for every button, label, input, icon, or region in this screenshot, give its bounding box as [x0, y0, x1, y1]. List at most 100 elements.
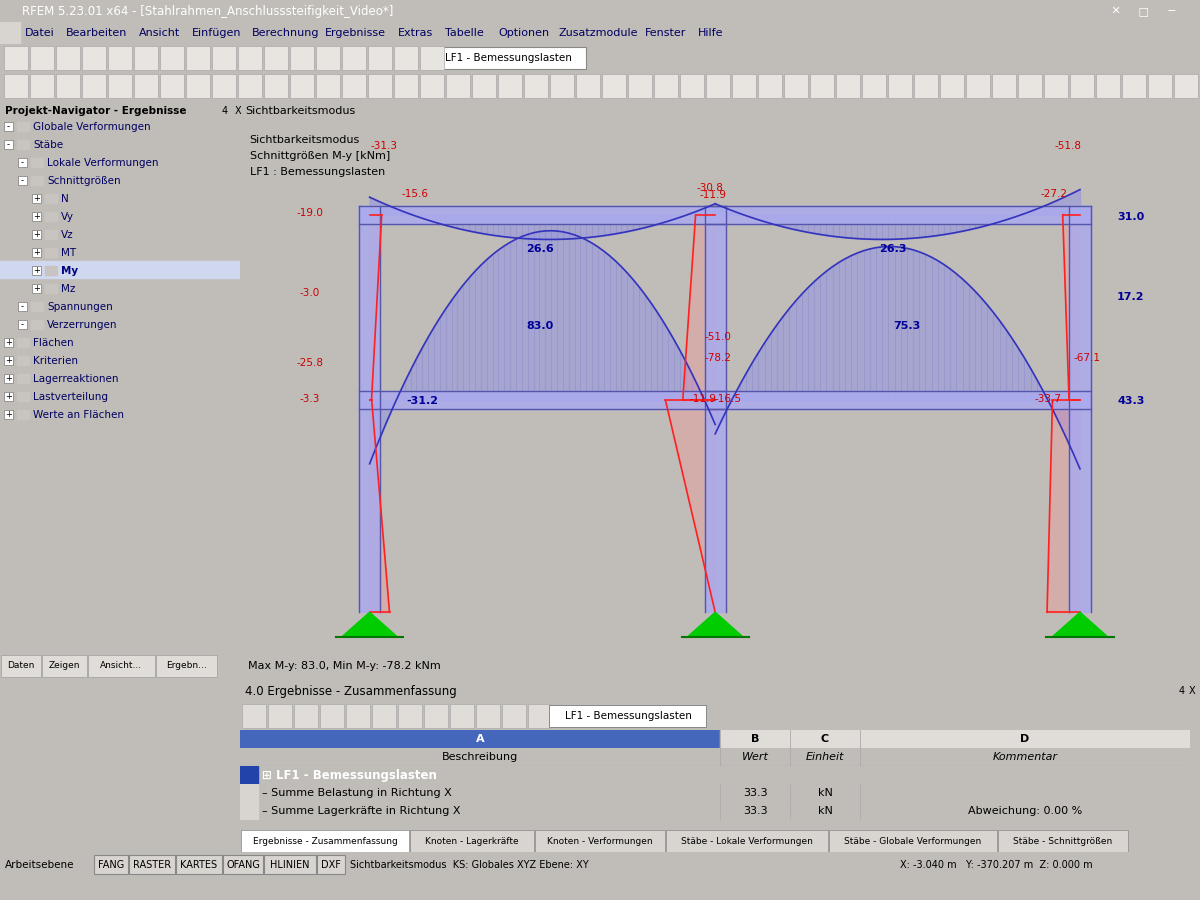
- Text: Verzerrungen: Verzerrungen: [47, 320, 118, 329]
- Text: Sichtbarkeitsmodus: Sichtbarkeitsmodus: [250, 135, 360, 145]
- Text: Einfügen: Einfügen: [192, 28, 241, 38]
- FancyBboxPatch shape: [4, 410, 13, 419]
- Bar: [720, 730, 790, 748]
- FancyBboxPatch shape: [346, 704, 370, 728]
- FancyBboxPatch shape: [430, 47, 586, 69]
- Text: Einheit: Einheit: [805, 752, 845, 762]
- FancyBboxPatch shape: [498, 74, 522, 98]
- Bar: [46, 212, 58, 221]
- FancyBboxPatch shape: [88, 655, 155, 677]
- Text: Sichtbarkeitsmodus  KS: Globales XYZ Ebene: XY: Sichtbarkeitsmodus KS: Globales XYZ Eben…: [350, 860, 589, 870]
- FancyBboxPatch shape: [502, 704, 526, 728]
- Text: Spannungen: Spannungen: [47, 302, 113, 311]
- Bar: [240, 802, 258, 820]
- FancyBboxPatch shape: [1, 655, 41, 677]
- Text: Vy: Vy: [61, 212, 74, 221]
- Text: Daten: Daten: [7, 662, 35, 670]
- Text: Schnittgrößen: Schnittgrößen: [47, 176, 121, 185]
- FancyBboxPatch shape: [4, 46, 28, 70]
- Text: Knoten - Verformungen: Knoten - Verformungen: [547, 836, 653, 845]
- FancyBboxPatch shape: [241, 830, 409, 852]
- Polygon shape: [1054, 612, 1106, 636]
- FancyBboxPatch shape: [472, 74, 496, 98]
- Text: +: +: [5, 356, 12, 365]
- FancyBboxPatch shape: [82, 46, 106, 70]
- Text: Lastverteilung: Lastverteilung: [34, 392, 108, 401]
- FancyBboxPatch shape: [186, 46, 210, 70]
- FancyBboxPatch shape: [829, 830, 997, 852]
- FancyBboxPatch shape: [56, 46, 80, 70]
- FancyBboxPatch shape: [888, 74, 912, 98]
- Polygon shape: [343, 612, 396, 636]
- FancyBboxPatch shape: [56, 74, 80, 98]
- Text: Ansicht: Ansicht: [138, 28, 180, 38]
- FancyBboxPatch shape: [1174, 74, 1198, 98]
- Text: X: X: [1189, 686, 1195, 696]
- FancyBboxPatch shape: [940, 74, 964, 98]
- FancyBboxPatch shape: [368, 74, 392, 98]
- FancyBboxPatch shape: [576, 74, 600, 98]
- Text: -: -: [7, 122, 10, 131]
- Text: Mz: Mz: [61, 284, 76, 293]
- Bar: [240, 730, 720, 748]
- FancyBboxPatch shape: [32, 266, 41, 275]
- Text: Beschreibung: Beschreibung: [442, 752, 518, 762]
- Text: -19.0: -19.0: [296, 208, 324, 218]
- Text: ⊞ LF1 - Bemessungslasten: ⊞ LF1 - Bemessungslasten: [262, 769, 437, 781]
- FancyBboxPatch shape: [212, 46, 236, 70]
- Text: -25.8: -25.8: [296, 358, 324, 368]
- FancyBboxPatch shape: [420, 74, 444, 98]
- Bar: [17, 140, 29, 149]
- Text: Arbeitsebene: Arbeitsebene: [5, 860, 74, 870]
- FancyBboxPatch shape: [32, 194, 41, 203]
- FancyBboxPatch shape: [30, 74, 54, 98]
- FancyBboxPatch shape: [666, 830, 828, 852]
- Text: -: -: [22, 320, 24, 329]
- Bar: [0, 22, 20, 44]
- Text: 33.3: 33.3: [743, 788, 767, 798]
- FancyBboxPatch shape: [82, 74, 106, 98]
- FancyBboxPatch shape: [238, 74, 262, 98]
- FancyBboxPatch shape: [4, 140, 13, 149]
- FancyBboxPatch shape: [424, 704, 448, 728]
- Text: -51.8: -51.8: [1054, 140, 1081, 151]
- Text: Ergebnisse: Ergebnisse: [325, 28, 386, 38]
- FancyBboxPatch shape: [410, 830, 534, 852]
- Text: +: +: [5, 410, 12, 419]
- Text: Lagerreaktionen: Lagerreaktionen: [34, 374, 119, 383]
- Text: Ergebnisse - Zusammenfassung: Ergebnisse - Zusammenfassung: [253, 836, 397, 845]
- Text: +: +: [5, 374, 12, 383]
- Text: Flächen: Flächen: [34, 338, 73, 347]
- FancyBboxPatch shape: [4, 392, 13, 401]
- FancyBboxPatch shape: [108, 46, 132, 70]
- Text: 4: 4: [1178, 686, 1186, 696]
- Text: X: X: [235, 106, 241, 116]
- Text: Sichtbarkeitsmodus: Sichtbarkeitsmodus: [245, 106, 355, 116]
- Text: Lokale Verformungen: Lokale Verformungen: [47, 158, 158, 167]
- Text: 26.6: 26.6: [526, 244, 553, 254]
- FancyBboxPatch shape: [134, 46, 158, 70]
- Text: -31.3: -31.3: [371, 140, 397, 151]
- Text: Werte an Flächen: Werte an Flächen: [34, 410, 124, 419]
- FancyBboxPatch shape: [264, 74, 288, 98]
- Text: – Summe Lagerkräfte in Richtung X: – Summe Lagerkräfte in Richtung X: [262, 806, 461, 816]
- FancyBboxPatch shape: [368, 46, 392, 70]
- Text: Extras: Extras: [398, 28, 433, 38]
- Bar: [17, 338, 29, 347]
- FancyBboxPatch shape: [1070, 74, 1094, 98]
- FancyBboxPatch shape: [32, 284, 41, 293]
- Text: KARTES: KARTES: [180, 860, 217, 870]
- Text: ✕: ✕: [1108, 6, 1124, 16]
- FancyBboxPatch shape: [394, 74, 418, 98]
- FancyBboxPatch shape: [966, 74, 990, 98]
- FancyBboxPatch shape: [268, 704, 292, 728]
- Text: MT: MT: [61, 248, 76, 257]
- Text: Kommentar: Kommentar: [992, 752, 1057, 762]
- Text: Max M-y: 83.0, Min M-y: -78.2 kNm: Max M-y: 83.0, Min M-y: -78.2 kNm: [248, 661, 440, 671]
- Text: Stäbe - Schnittgrößen: Stäbe - Schnittgrößen: [1013, 836, 1112, 845]
- Bar: [46, 248, 58, 257]
- FancyBboxPatch shape: [4, 74, 28, 98]
- FancyBboxPatch shape: [4, 122, 13, 131]
- Bar: [17, 392, 29, 401]
- FancyBboxPatch shape: [320, 704, 344, 728]
